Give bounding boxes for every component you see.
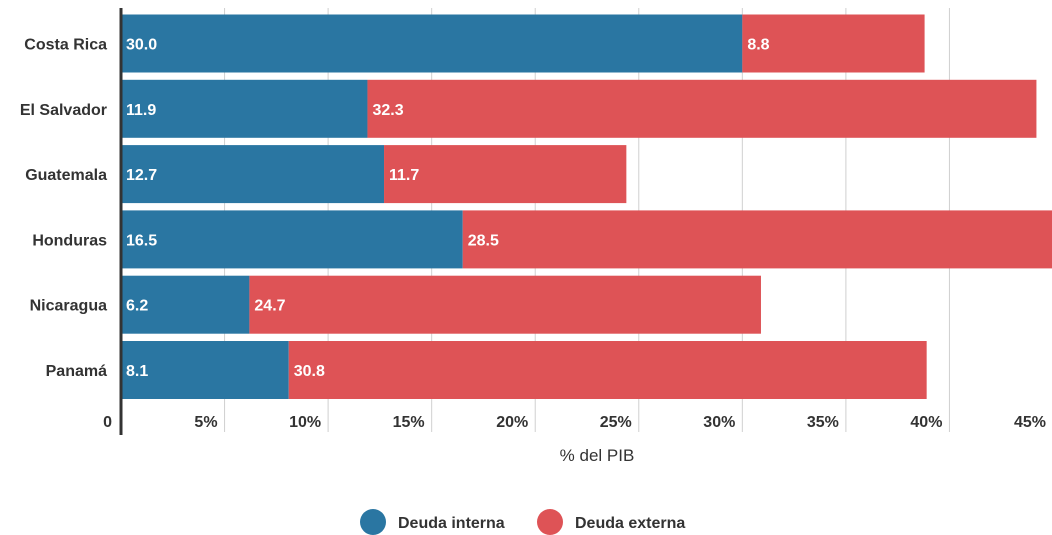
tick-label: 30% bbox=[703, 414, 735, 431]
x-axis-title: % del PIB bbox=[560, 446, 635, 465]
tick-label: 15% bbox=[393, 414, 425, 431]
legend-label: Deuda externa bbox=[575, 515, 685, 532]
legend-label: Deuda interna bbox=[398, 515, 505, 532]
bar-external bbox=[384, 145, 627, 204]
bar-internal bbox=[121, 14, 743, 73]
data-label: 28.5 bbox=[468, 232, 499, 249]
tick-label: 0 bbox=[103, 414, 112, 431]
data-label: 6.2 bbox=[126, 298, 148, 315]
data-label: 12.7 bbox=[126, 167, 157, 184]
tick-label: 5% bbox=[194, 414, 217, 431]
legend-marker bbox=[537, 509, 563, 535]
bar-internal bbox=[121, 341, 289, 399]
category-label: Nicaragua bbox=[30, 298, 107, 315]
data-label: 8.1 bbox=[126, 363, 148, 380]
category-label: El Salvador bbox=[20, 102, 107, 119]
tick-label: 40% bbox=[910, 414, 942, 431]
bar-external bbox=[249, 275, 761, 334]
legend-marker bbox=[360, 509, 386, 535]
bar-external bbox=[367, 79, 1037, 138]
tick-label: 10% bbox=[289, 414, 321, 431]
bar-internal bbox=[121, 275, 250, 334]
bar-internal bbox=[121, 79, 368, 138]
data-label: 30.8 bbox=[294, 363, 325, 380]
data-label: 8.8 bbox=[747, 37, 769, 54]
bar-internal bbox=[121, 210, 463, 269]
category-label: Guatemala bbox=[25, 167, 107, 184]
bar-external bbox=[742, 14, 925, 73]
data-label: 11.7 bbox=[389, 167, 419, 184]
tick-label: 25% bbox=[600, 414, 632, 431]
bar-external bbox=[462, 210, 1052, 269]
category-label: Honduras bbox=[32, 232, 107, 249]
category-label: Panamá bbox=[46, 363, 107, 380]
tick-label: 45% bbox=[1014, 414, 1046, 431]
tick-label: 20% bbox=[496, 414, 528, 431]
data-label: 16.5 bbox=[126, 232, 157, 249]
tick-label: 35% bbox=[807, 414, 839, 431]
data-label: 24.7 bbox=[254, 298, 285, 315]
bar-internal bbox=[121, 145, 385, 204]
data-label: 30.0 bbox=[126, 37, 157, 54]
data-label: 11.9 bbox=[126, 102, 156, 119]
bar-external bbox=[288, 341, 927, 399]
data-label: 32.3 bbox=[372, 102, 403, 119]
category-label: Costa Rica bbox=[24, 37, 107, 54]
